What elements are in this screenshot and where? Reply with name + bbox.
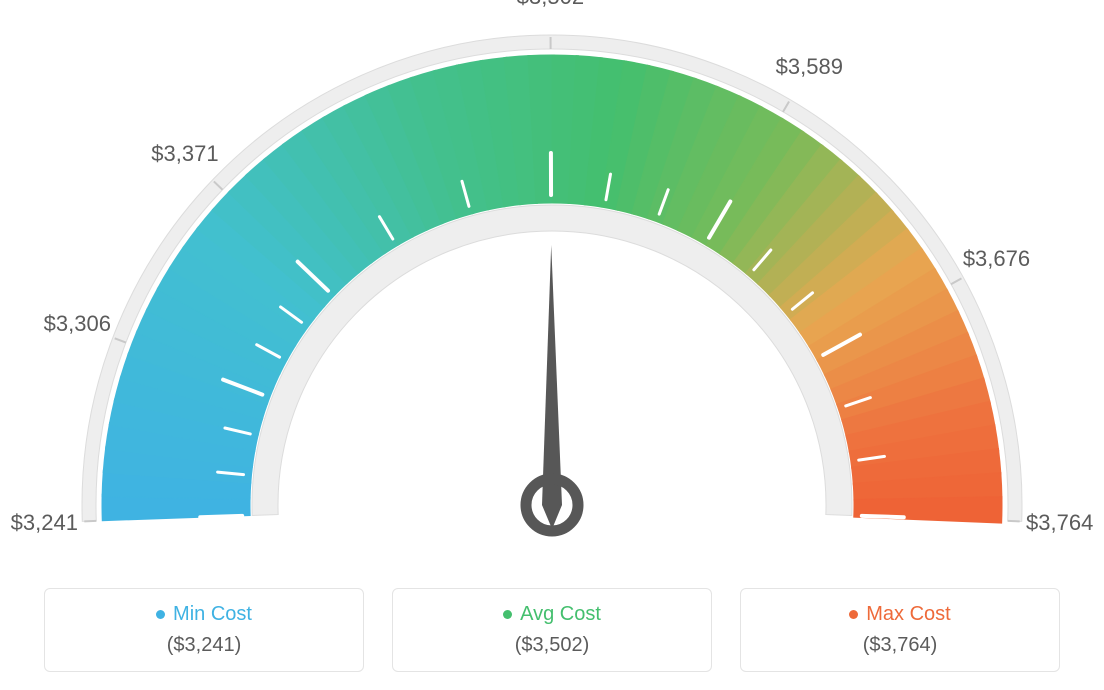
gauge-tick-label: $3,502 [517,0,584,10]
dot-icon [156,610,165,619]
gauge-tick-label: $3,306 [44,311,111,337]
legend-header-avg: Avg Cost [503,603,601,626]
legend-value: ($3,764) [863,634,938,657]
gauge-tick-label: $3,589 [776,54,843,80]
gauge-tick-label: $3,764 [1026,510,1093,536]
gauge-container: $3,241 $3,306 $3,371 $3,502 $3,589 $3,676 $3,7… [0,0,1104,560]
gauge-tick-label: $3,676 [963,246,1030,272]
gauge-svg [0,0,1104,560]
legend-value: ($3,502) [515,634,590,657]
dot-icon [503,610,512,619]
legend-card-min: Min Cost ($3,241) [44,588,364,672]
legend-value: ($3,241) [167,634,242,657]
legend-header-max: Max Cost [849,603,950,626]
legend-label: Avg Cost [520,603,601,626]
legend-card-avg: Avg Cost ($3,502) [392,588,712,672]
legend-label: Min Cost [173,603,252,626]
legend-row: Min Cost ($3,241) Avg Cost ($3,502) Max … [0,588,1104,672]
gauge-tick-label: $3,371 [151,141,218,167]
legend-label: Max Cost [866,603,950,626]
dot-icon [849,610,858,619]
gauge-tick-label: $3,241 [11,510,78,536]
legend-header-min: Min Cost [156,603,252,626]
legend-card-max: Max Cost ($3,764) [740,588,1060,672]
